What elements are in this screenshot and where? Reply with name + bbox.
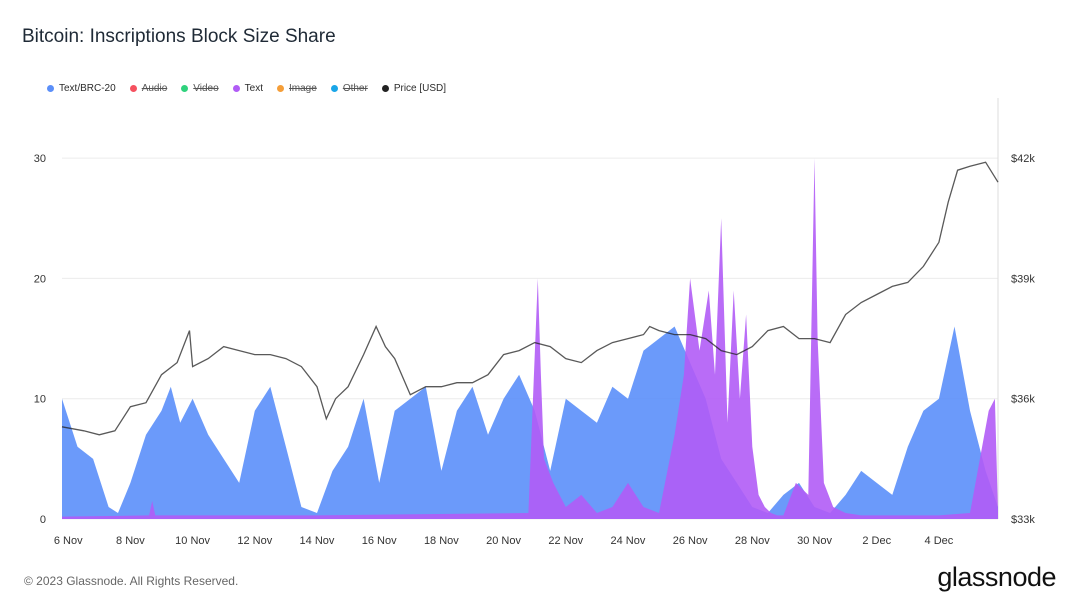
legend-dot-icon xyxy=(129,85,137,92)
chart-title: Bitcoin: Inscriptions Block Size Share xyxy=(22,26,336,47)
x-tick-label: 24 Nov xyxy=(611,535,646,547)
x-tick-label: 30 Nov xyxy=(797,535,832,547)
y-left-tick-label: 30 xyxy=(34,153,46,165)
x-tick-label: 18 Nov xyxy=(424,535,459,547)
y-left-tick-label: 0 xyxy=(40,514,46,526)
y-right-tick-label: $36k xyxy=(1011,394,1035,406)
y-left-tick-label: 10 xyxy=(34,394,46,406)
x-tick-label: 6 Nov xyxy=(54,535,83,547)
x-tick-label: 14 Nov xyxy=(300,535,335,547)
x-tick-label: 10 Nov xyxy=(175,535,210,547)
series-area-text-brc20 xyxy=(62,326,998,519)
y-left-tick-label: 20 xyxy=(34,273,46,285)
legend-dot-icon xyxy=(330,85,338,92)
x-tick-label: 26 Nov xyxy=(673,535,708,547)
x-tick-label: 16 Nov xyxy=(362,535,397,547)
legend-dot-icon xyxy=(232,85,240,92)
legend-item-text[interactable]: Text xyxy=(232,83,264,94)
x-tick-label: 8 Nov xyxy=(116,535,145,547)
x-tick-label: 2 Dec xyxy=(862,535,891,547)
legend-label: Audio xyxy=(141,83,168,94)
legend-item-audio[interactable]: Audio xyxy=(129,83,168,94)
chart-legend: Text/BRC-20 Audio Video Text Image Other Price… xyxy=(47,83,460,94)
legend-dot-icon xyxy=(181,85,189,92)
y-right-tick-label: $39k xyxy=(1011,273,1035,285)
x-tick-label: 12 Nov xyxy=(237,535,272,547)
legend-item-other[interactable]: Other xyxy=(330,83,368,94)
legend-label: Image xyxy=(289,83,317,94)
y-right-tick-label: $33k xyxy=(1011,514,1035,526)
legend-dot-icon xyxy=(47,85,54,92)
copyright-footer: © 2023 Glassnode. All Rights Reserved. xyxy=(24,574,239,588)
y-right-tick-label: $42k xyxy=(1011,153,1035,165)
legend-label: Other xyxy=(342,83,368,94)
series-line-price xyxy=(61,161,999,436)
legend-label: Video xyxy=(193,83,219,94)
legend-dot-icon xyxy=(277,85,285,92)
x-tick-label: 20 Nov xyxy=(486,535,521,547)
legend-label: Text xyxy=(244,83,264,94)
legend-dot-icon xyxy=(381,85,389,92)
x-tick-label: 4 Dec xyxy=(925,535,954,547)
legend-label: Text/BRC-20 xyxy=(59,83,116,94)
legend-item-text-brc-20[interactable]: Text/BRC-20 xyxy=(47,83,116,94)
legend-item-image[interactable]: Image xyxy=(277,83,317,94)
legend-item-video[interactable]: Video xyxy=(181,83,219,94)
x-tick-label: 22 Nov xyxy=(548,535,583,547)
legend-label: Price [USD] xyxy=(393,83,447,94)
legend-item-price-usd[interactable]: Price [USD] xyxy=(381,83,447,94)
x-tick-label: 28 Nov xyxy=(735,535,770,547)
brand-logo: glassnode xyxy=(937,562,1056,592)
